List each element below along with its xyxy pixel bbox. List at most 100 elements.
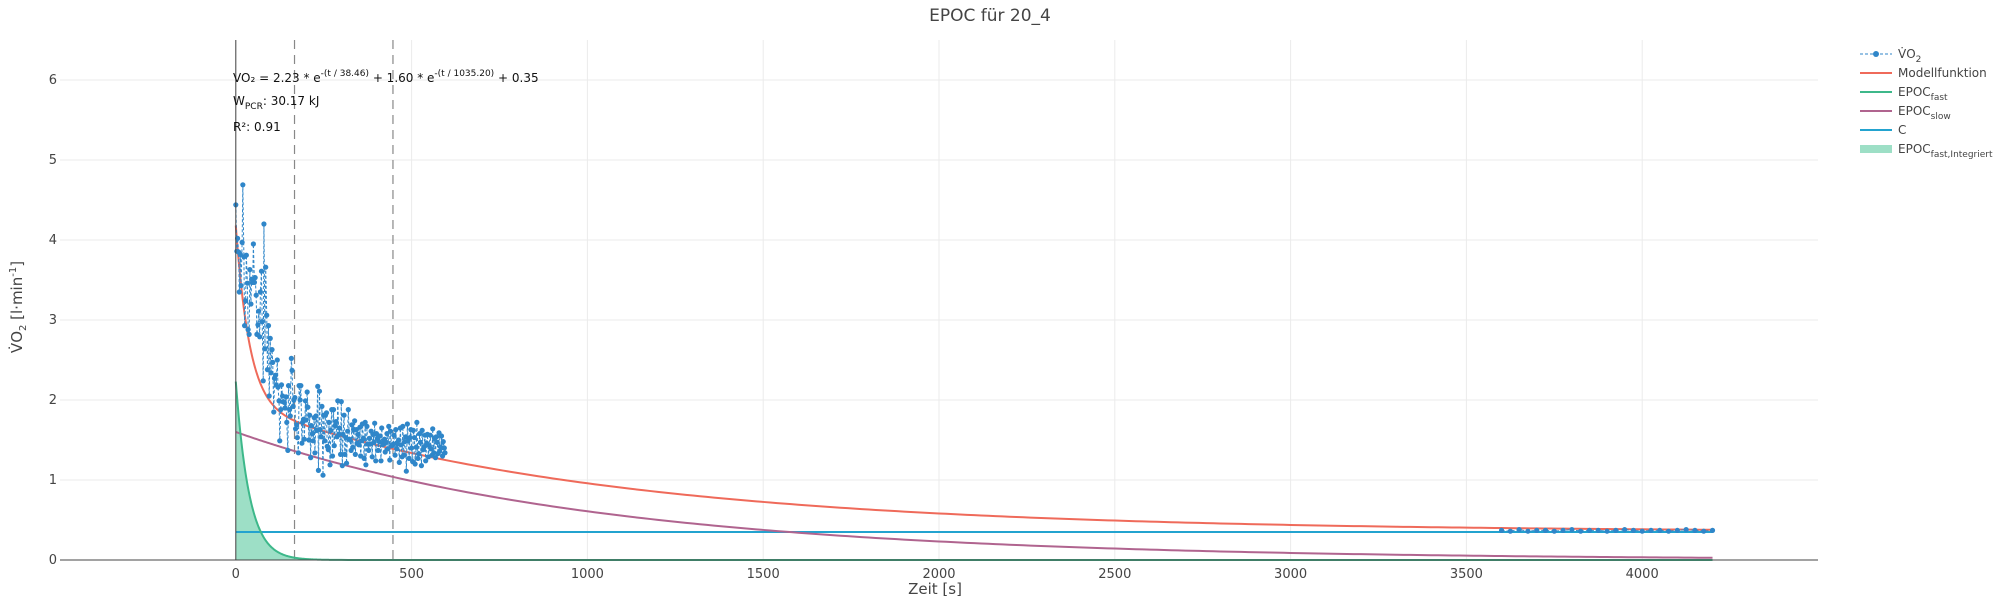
reference-lines <box>293 40 394 560</box>
vo2-point <box>289 367 295 373</box>
legend-item-model[interactable]: Modellfunktion <box>1860 66 1987 80</box>
chart-title: EPOC für 20_4 <box>929 6 1051 26</box>
x-tick-label: 2000 <box>922 567 955 582</box>
vo2-point <box>345 407 351 413</box>
annotation-wpcr: WPCR: 30.17 kJ <box>233 94 319 112</box>
legend-item-c[interactable]: C <box>1860 123 1906 137</box>
vo2-point <box>282 405 288 411</box>
vo2-point <box>268 370 274 376</box>
vo2-point <box>428 446 434 452</box>
vo2-point <box>345 428 351 434</box>
y-axis-title: V̇O2 [l·min-1] <box>7 261 29 353</box>
legend-label: Modellfunktion <box>1898 66 1987 80</box>
vo2-point <box>309 431 316 437</box>
vo2-point <box>333 419 339 425</box>
x-tick-label: 3500 <box>1450 567 1483 582</box>
x-tick-label: 0 <box>232 567 240 582</box>
vo2-point <box>385 446 391 452</box>
vo2-point <box>440 439 446 445</box>
vo2-point <box>243 252 249 258</box>
vo2-point <box>391 432 397 438</box>
vo2-point <box>383 439 389 445</box>
vo2-point <box>1692 527 1698 534</box>
x-tick-label: 3000 <box>1274 567 1307 582</box>
vo2-point <box>394 446 400 452</box>
vo2-point <box>286 407 293 413</box>
vo2-point <box>432 455 439 461</box>
vo2-point <box>427 432 433 438</box>
vo2-point <box>1657 527 1663 534</box>
vo2-point <box>301 436 307 442</box>
epoc-fast-area <box>235 381 1713 560</box>
vo2-point <box>264 367 271 373</box>
vo2-point <box>278 407 284 413</box>
vo2-point <box>339 463 345 469</box>
vo2-point <box>325 447 331 453</box>
vo2-point <box>411 435 418 441</box>
vo2-point <box>285 447 291 453</box>
legend-item-vo2[interactable]: V̇O2 <box>1860 47 1921 65</box>
vo2-point <box>244 280 250 286</box>
svg-text:VO₂ = 2.23 * e-(t / 38.46) + 1: VO₂ = 2.23 * e-(t / 38.46) + 1.60 * e-(t… <box>233 69 539 85</box>
vo2-point <box>364 423 370 429</box>
vo2-point <box>1674 527 1680 534</box>
vo2-point <box>310 438 316 444</box>
vo2-point <box>257 289 264 295</box>
vo2-point <box>390 441 396 447</box>
vo2-point <box>341 412 347 418</box>
vo2-point <box>430 426 436 432</box>
vo2-point <box>433 434 439 440</box>
legend-item-slow[interactable]: EPOCslow <box>1860 104 1951 122</box>
vo2-point <box>1630 527 1637 534</box>
vo2-point <box>413 444 419 450</box>
vo2-point <box>355 431 361 437</box>
vo2-point <box>378 458 384 464</box>
legend-marker <box>1873 51 1879 57</box>
vo2-point <box>338 399 344 405</box>
vo2-point <box>281 399 287 405</box>
vo2-point <box>305 404 311 410</box>
vo2-point <box>434 439 440 445</box>
y-tick-label: 1 <box>49 473 57 488</box>
legend-item-area[interactable]: EPOCfast,Integriert <box>1860 142 1993 160</box>
vo2-point <box>376 439 382 445</box>
vo2-point <box>418 463 425 469</box>
vo2-point <box>236 289 242 295</box>
grid <box>60 40 1818 561</box>
y-tick-label: 2 <box>49 393 57 408</box>
vo2-point <box>256 308 262 314</box>
vo2-point <box>257 334 263 340</box>
vo2-point <box>317 427 323 433</box>
vo2-point <box>307 412 313 418</box>
vo2-point <box>347 437 353 443</box>
vo2-point <box>1639 528 1645 534</box>
epoc-fast-line <box>234 381 1713 561</box>
vo2-point <box>264 312 270 318</box>
vo2-point <box>1578 528 1584 534</box>
vo2-point <box>284 419 290 425</box>
vo2-point <box>276 398 282 404</box>
vo2-point <box>239 239 245 245</box>
vo2-point <box>349 422 355 428</box>
vo2-point <box>1516 527 1522 533</box>
vo2-point <box>1551 528 1557 534</box>
vo2-point <box>423 458 429 464</box>
vo2-point <box>288 355 294 361</box>
vo2-point <box>395 437 402 443</box>
vo2-point <box>320 472 326 478</box>
svg-text:WPCR: 30.17 kJ: WPCR: 30.17 kJ <box>233 94 319 112</box>
vo2-point <box>283 394 289 400</box>
legend-item-fast[interactable]: EPOCfast <box>1860 85 1948 103</box>
vo2-point <box>313 413 319 419</box>
vo2-point <box>371 439 377 445</box>
y-tick-label: 3 <box>49 313 57 328</box>
vo2-point <box>404 421 410 427</box>
vo2-point <box>1542 527 1549 534</box>
vo2-point <box>1525 528 1531 534</box>
vo2-point <box>1595 527 1601 534</box>
y-tick-label: 6 <box>49 73 57 88</box>
vo2-point <box>330 407 337 413</box>
vo2-point <box>400 423 406 429</box>
annotation-r2: R²: 0.91 <box>233 120 281 134</box>
